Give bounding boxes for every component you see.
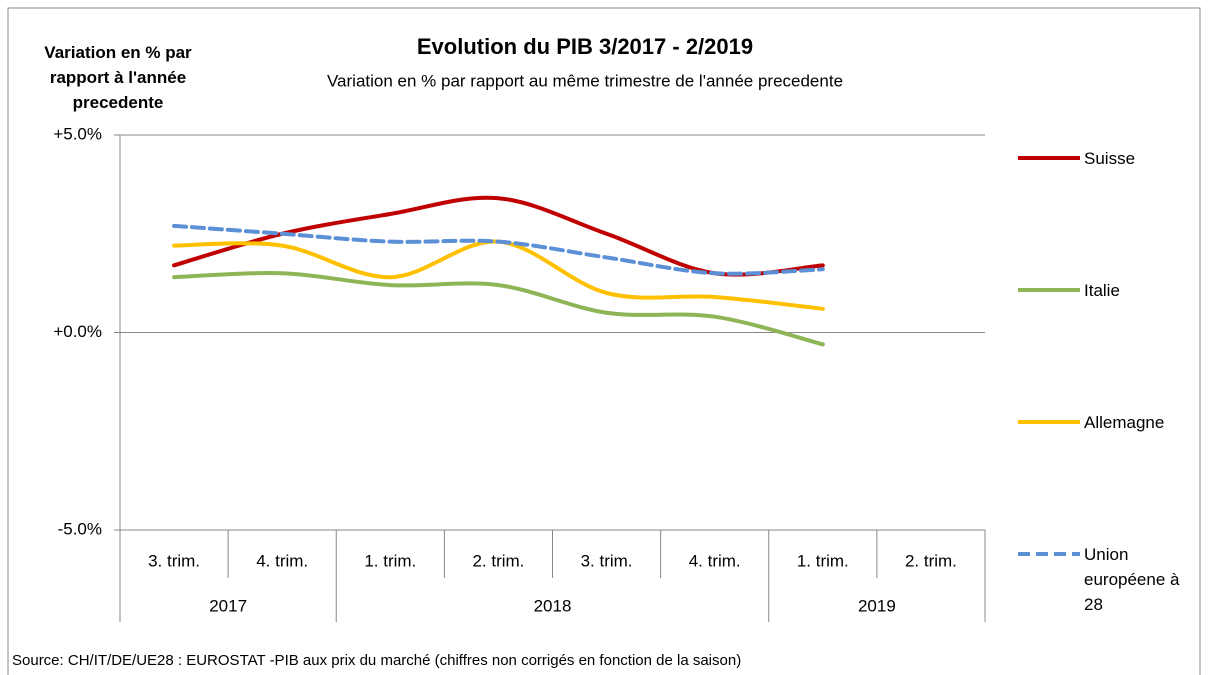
x-tick-label: 1. trim. [797,551,849,570]
year-label: 2018 [534,596,572,615]
series-line [172,223,825,276]
y-axis-title: Variation en % par rapport à l'année pre… [44,43,192,112]
chart-subtitle: Variation en % par rapport au même trime… [327,71,843,90]
source-note: Source: CH/IT/DE/UE28 : EUROSTAT -PIB au… [12,652,742,669]
legend-label: Union européene à 28 [1084,545,1180,614]
x-tick-label: 4. trim. [689,551,741,570]
x-tick-label: 3. trim. [581,551,633,570]
x-tick-label: 2. trim. [905,551,957,570]
x-tick-label: 1. trim. [364,551,416,570]
y-tick-label: +5.0% [53,124,102,143]
series-line [172,195,825,277]
series-line [172,271,825,347]
legend-label: Suisse [1084,149,1136,168]
y-tick-label: -5.0% [58,519,102,538]
x-tick-label: 3. trim. [148,551,200,570]
year-label: 2019 [858,596,896,615]
legend-label: Italie [1084,281,1120,300]
legend-label: Allemagne [1084,413,1165,432]
y-tick-label: +0.0% [53,322,102,341]
chart-frame [7,7,1201,675]
year-label: 2017 [209,596,247,615]
chart-title: Evolution du PIB 3/2017 - 2/2019 [417,34,753,59]
x-tick-label: 2. trim. [472,551,524,570]
x-tick-label: 4. trim. [256,551,308,570]
